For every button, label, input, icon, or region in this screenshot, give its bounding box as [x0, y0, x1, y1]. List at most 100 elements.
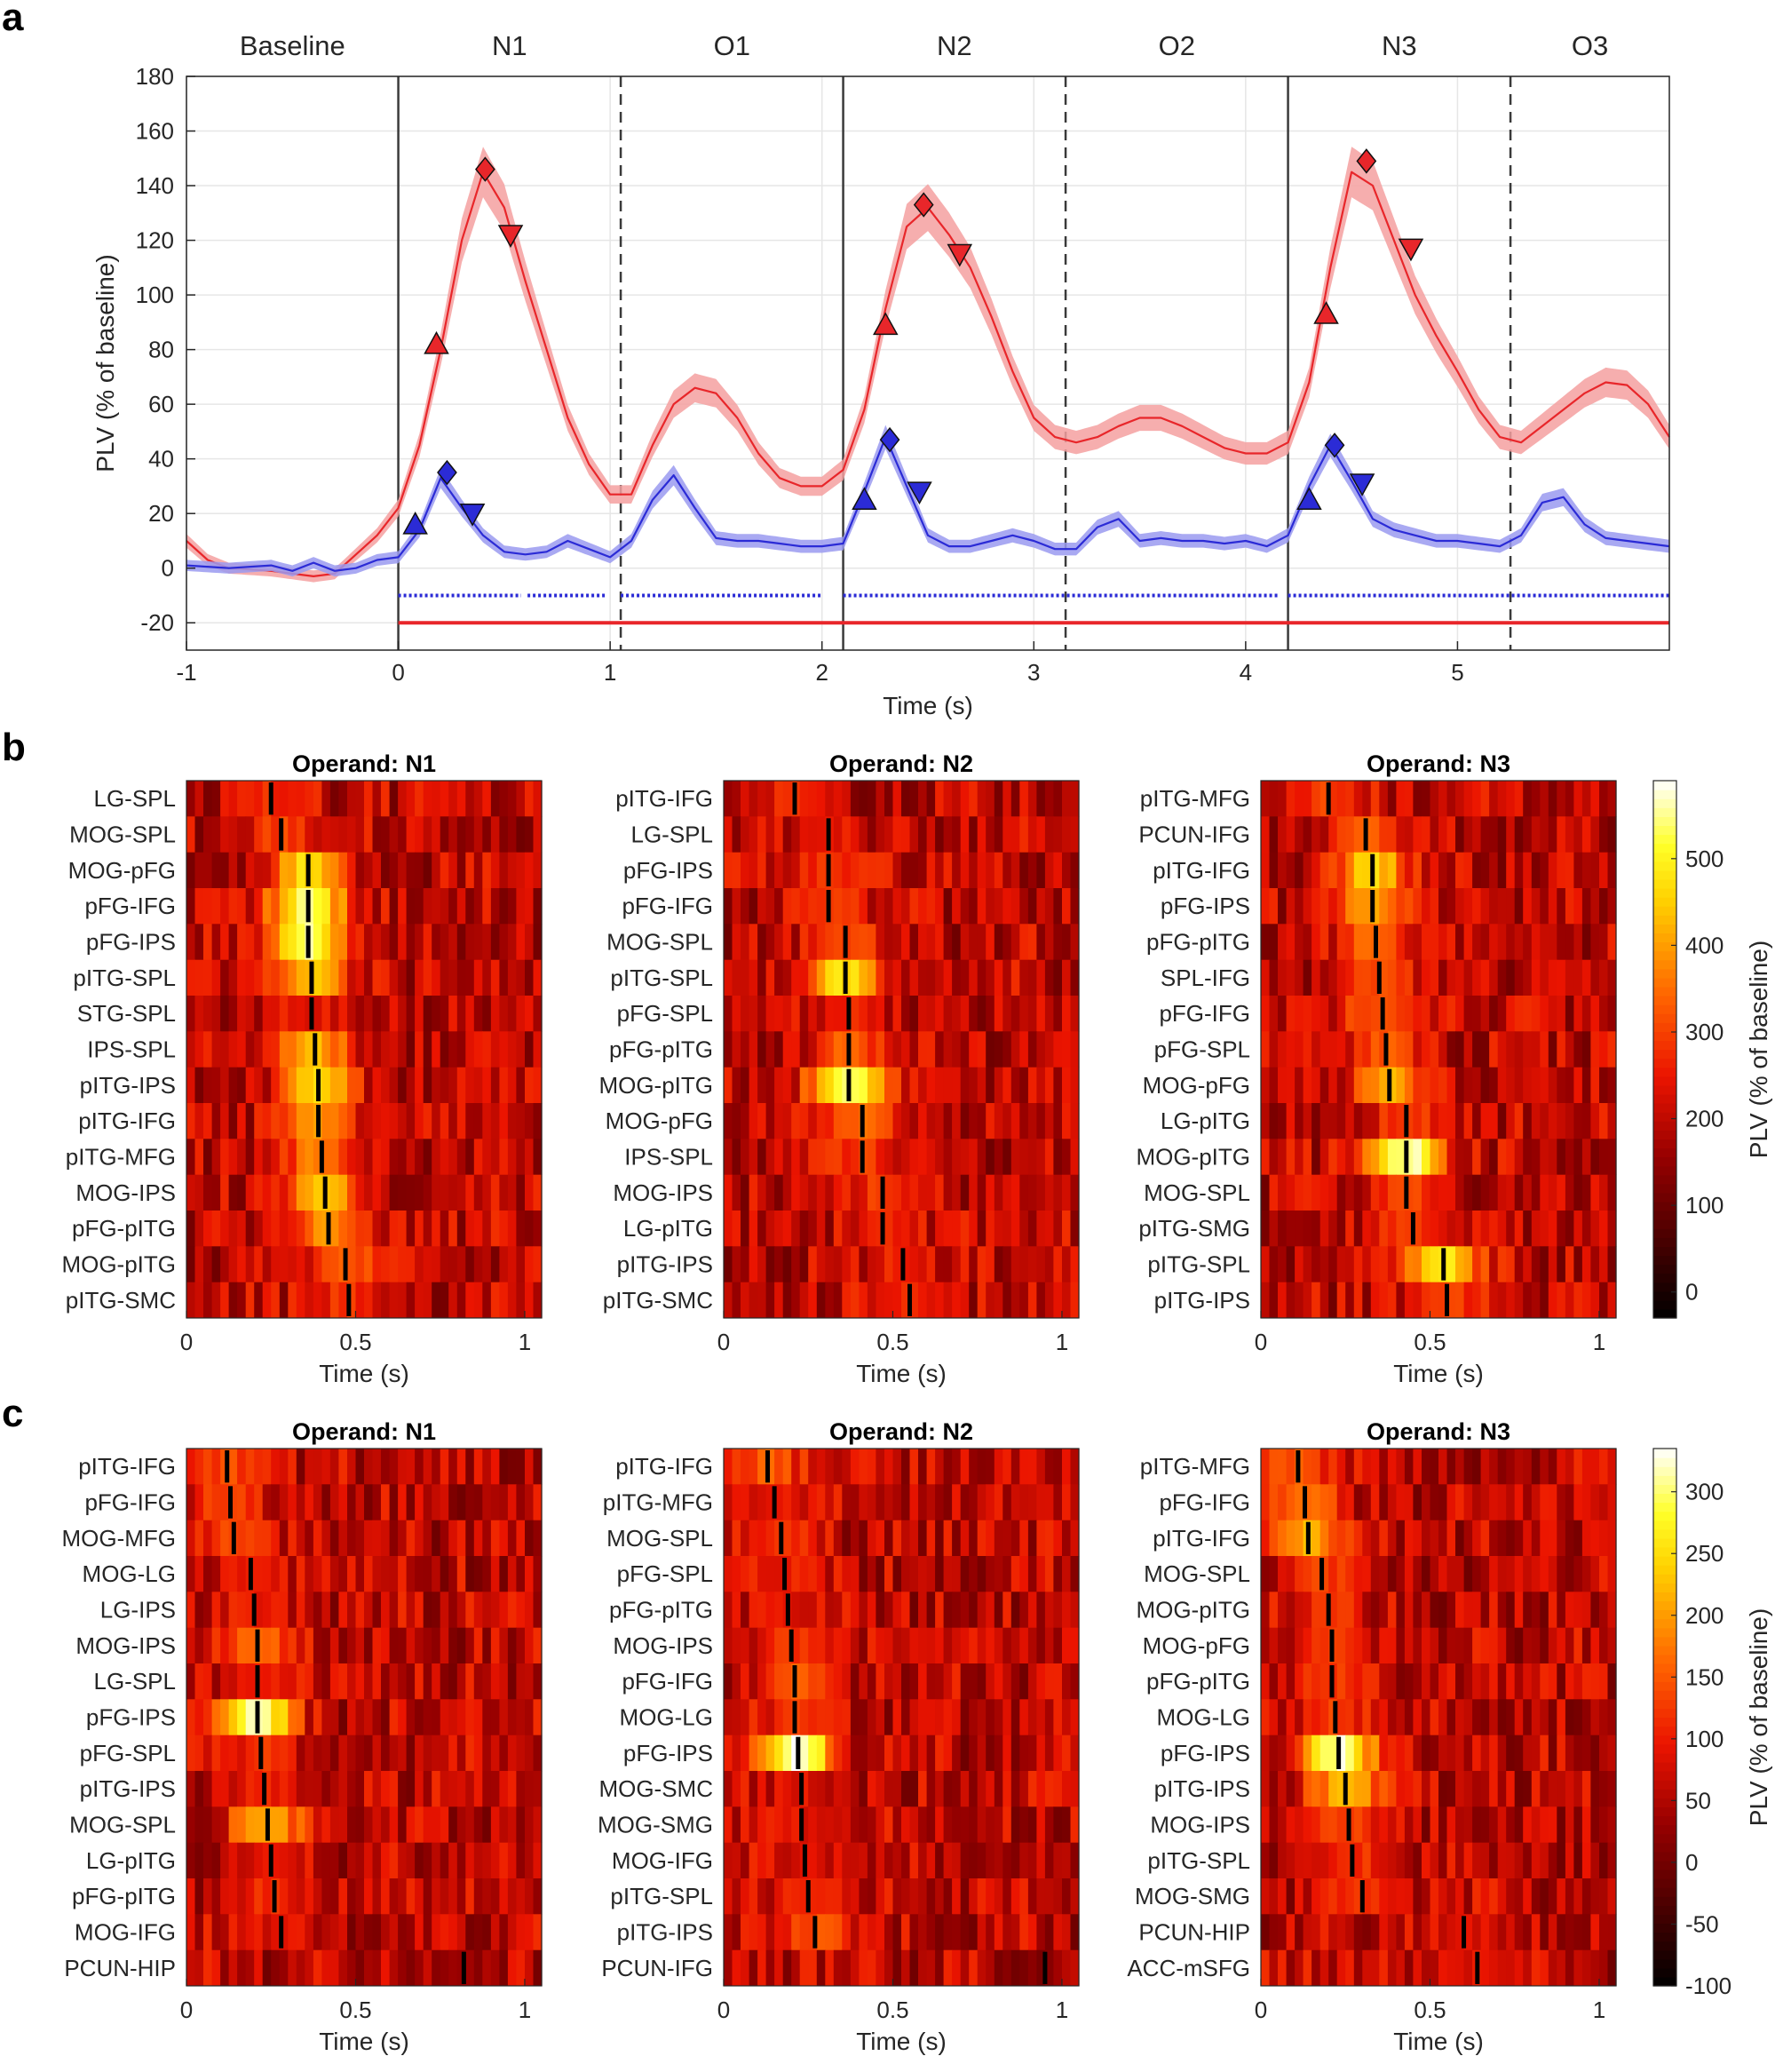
heatmap-cell: [1607, 1211, 1617, 1247]
heatmap-cell: [1303, 1592, 1312, 1628]
heatmap-cell: [228, 1484, 238, 1520]
heatmap-cell: [909, 1592, 919, 1628]
heatmap-cell: [203, 1246, 213, 1282]
heatmap-cell: [1261, 1174, 1271, 1211]
heatmap-cell: [313, 1246, 322, 1282]
heatmap-cell: [1523, 1067, 1533, 1104]
series-band-blue: [186, 425, 1669, 577]
heatmap-cell: [1070, 1031, 1080, 1068]
y-tick-label: 80: [148, 337, 174, 363]
heatmap-cell: [448, 1842, 458, 1879]
heatmap-cell: [1027, 1246, 1037, 1282]
heatmap-cell: [490, 959, 500, 996]
heatmap-cell: [1573, 1520, 1583, 1557]
heatmap-cell: [1295, 1842, 1304, 1879]
heatmap-cell: [884, 1103, 894, 1139]
colorbar-segment: [1653, 1147, 1676, 1158]
heatmap-cell: [473, 1282, 483, 1319]
heatmap-cell: [398, 1520, 408, 1557]
heatmap-cell: [1353, 1878, 1363, 1915]
heatmap-cell: [245, 1139, 255, 1175]
heatmap-cell: [406, 1663, 416, 1700]
heatmap-cell: [1514, 1520, 1524, 1557]
heatmap-cell: [825, 1103, 835, 1139]
heatmap-cell: [516, 1806, 526, 1843]
heatmap-cell: [448, 1663, 458, 1700]
heatmap-cell: [1396, 1806, 1406, 1843]
heatmap-cell: [1319, 1699, 1329, 1735]
heatmap-cell: [1295, 1067, 1304, 1104]
heatmap-cell: [757, 1067, 767, 1104]
heatmap-cell: [288, 1067, 297, 1104]
heatmap-cell: [499, 1878, 509, 1915]
heatmap-cell: [288, 1103, 297, 1139]
heatmap-cell: [1002, 852, 1012, 889]
heatmap-cell: [313, 1211, 322, 1247]
heatmap-cell: [440, 1211, 449, 1247]
heatmap-cell: [1295, 781, 1304, 817]
heatmap-cell: [808, 1211, 818, 1247]
heatmap-cell: [732, 1878, 741, 1915]
heatmap-cell: [1472, 852, 1482, 889]
row-label: MOG-pFG: [1143, 1072, 1250, 1099]
heatmap-cell: [1044, 1556, 1054, 1592]
heatmap-cell: [473, 1484, 483, 1520]
heatmap-cell: [876, 1449, 885, 1485]
heatmap-cell: [799, 852, 809, 889]
heatmap-cell: [194, 1556, 204, 1592]
heatmap-cell: [749, 996, 758, 1032]
heatmap-cell: [1010, 1842, 1020, 1879]
row-label: pFG-IPS: [623, 857, 713, 884]
heatmap-cell: [782, 924, 792, 960]
heatmap-cell: [1599, 1139, 1609, 1175]
heatmap-cell: [220, 1914, 230, 1950]
heatmap-cell: [884, 924, 894, 960]
heatmap-cell: [1286, 1484, 1296, 1520]
heatmap-cell: [279, 1067, 289, 1104]
heatmap-cell: [1463, 1556, 1473, 1592]
heatmap-cell: [1472, 1139, 1482, 1175]
heatmap-cell: [791, 1592, 801, 1628]
heatmap-cell: [1010, 1211, 1020, 1247]
heatmap-cell: [1070, 1771, 1080, 1807]
heatmap-cell: [816, 781, 826, 817]
heatmap-frame: [1260, 780, 1617, 1319]
heatmap-cell: [1463, 1592, 1473, 1628]
heatmap-cell: [1261, 1735, 1271, 1772]
heatmap-cell: [321, 1556, 331, 1592]
heatmap-cell: [1514, 924, 1524, 960]
heatmap-cell: [482, 1699, 492, 1735]
heatmap-cell: [1070, 996, 1080, 1032]
colorbar-segment: [1653, 1798, 1676, 1807]
colorbar-segment: [1653, 1636, 1676, 1647]
colorbar-segment: [1653, 1681, 1676, 1691]
heatmap-cell: [1531, 1449, 1541, 1485]
heatmap-cell: [347, 1282, 357, 1319]
heatmap-cell: [1548, 1520, 1557, 1557]
heatmap-cell: [211, 1211, 221, 1247]
heatmap-cell: [296, 1031, 305, 1068]
heatmap-cell: [799, 1914, 809, 1950]
heatmap-cell: [1396, 1556, 1406, 1592]
heatmap-cell: [782, 996, 792, 1032]
heatmap-cell: [1002, 1663, 1012, 1700]
heatmap-cell: [347, 1520, 357, 1557]
heatmap-cell: [732, 1282, 741, 1319]
heatmap-cell: [986, 1878, 995, 1915]
heatmap-cell: [237, 1556, 247, 1592]
heatmap-cell: [1002, 1842, 1012, 1879]
heatmap-cell: [757, 1914, 767, 1950]
heatmap-cell: [1044, 1771, 1054, 1807]
heatmap-cell: [1311, 1842, 1321, 1879]
heatmap-cell: [1573, 1842, 1583, 1879]
heatmap-cell: [415, 1484, 424, 1520]
heatmap-cell: [1548, 1031, 1557, 1068]
heatmap-cell: [1557, 1174, 1566, 1211]
heatmap-cell: [456, 1282, 466, 1319]
heatmap-cell: [1261, 1878, 1271, 1915]
colorbar-segment: [1653, 1457, 1676, 1467]
heatmap-cell: [1540, 852, 1549, 889]
colorbar-segment: [1653, 941, 1676, 952]
heatmap-cell: [347, 1914, 357, 1950]
heatmap-cell: [1463, 1282, 1473, 1319]
